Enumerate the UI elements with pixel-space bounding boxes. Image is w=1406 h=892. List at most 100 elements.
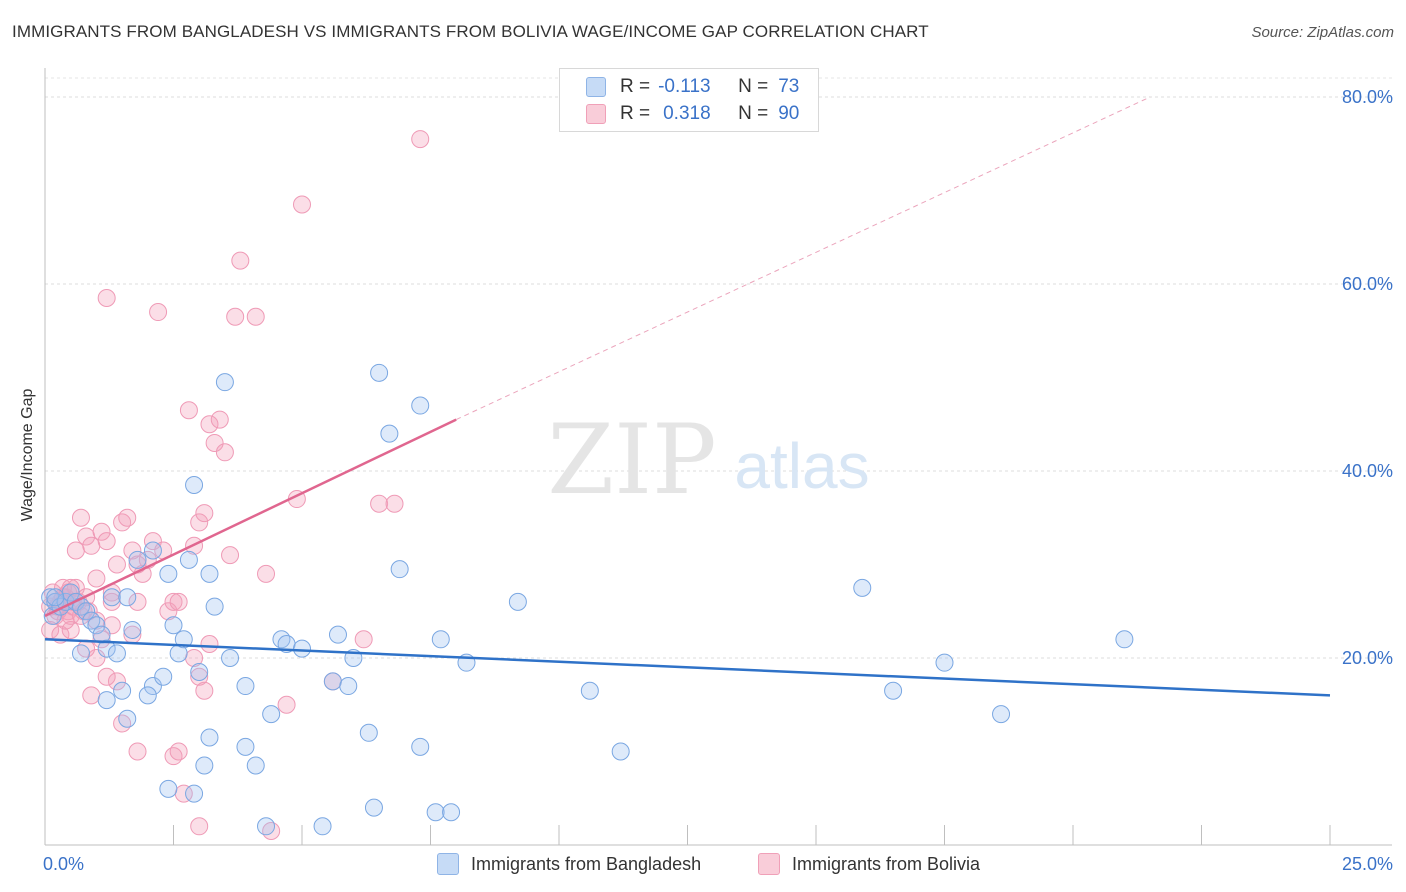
bolivia-point xyxy=(97,289,116,308)
bottom-legend-bolivia: Immigrants from Bolivia xyxy=(758,852,980,876)
y-tick-label: 40.0% xyxy=(1342,461,1393,481)
bolivia-point xyxy=(293,195,311,214)
y-axis-title: Wage/Income Gap xyxy=(19,388,36,522)
bolivia-point xyxy=(221,546,240,565)
bangladesh-point xyxy=(884,681,903,700)
y-tick-label: 20.0% xyxy=(1342,648,1393,668)
bolivia-point xyxy=(169,592,188,611)
bolivia-point xyxy=(385,494,404,513)
bangladesh-point xyxy=(97,691,116,710)
bangladesh-point xyxy=(200,728,219,747)
trend-layer xyxy=(44,96,1331,697)
legend-r-label: R = xyxy=(620,76,651,97)
bolivia-point xyxy=(257,564,276,583)
bolivia-point xyxy=(159,602,178,621)
bangladesh-point xyxy=(164,616,183,635)
bangladesh-point xyxy=(154,667,173,686)
bangladesh-points xyxy=(41,363,1134,836)
bolivia-point xyxy=(128,592,147,611)
bolivia-point xyxy=(277,695,296,714)
bangladesh-point xyxy=(195,756,214,775)
bolivia-point xyxy=(66,541,85,560)
bangladesh-point xyxy=(328,625,347,644)
bangladesh-point xyxy=(431,630,450,649)
bangladesh-point xyxy=(107,644,126,663)
bangladesh-point xyxy=(380,424,399,443)
bangladesh-point xyxy=(411,396,430,415)
bolivia-point xyxy=(61,578,80,597)
legend-r-value: 0.318 xyxy=(663,103,711,124)
legend-n-value: 73 xyxy=(778,76,800,97)
bolivia-point xyxy=(97,667,116,686)
bangladesh-point xyxy=(442,803,461,822)
legend-n-label: N = xyxy=(738,103,769,124)
bangladesh-point xyxy=(236,677,255,696)
bangladesh-point xyxy=(92,625,111,644)
chart-title: IMMIGRANTS FROM BANGLADESH VS IMMIGRANTS… xyxy=(12,22,929,41)
bolivia-point xyxy=(143,532,162,551)
source-label: Source: ZipAtlas.com xyxy=(1251,24,1394,41)
bolivia-trend-extension xyxy=(455,96,1151,421)
bolivia-point xyxy=(123,541,142,560)
x-tick-label: 25.0% xyxy=(1342,854,1393,874)
bangladesh-point xyxy=(43,606,62,625)
bangladesh-point xyxy=(992,705,1011,724)
bolivia-point xyxy=(195,504,214,523)
bolivia-point xyxy=(246,307,265,326)
legend-n-label: N = xyxy=(738,76,769,97)
bolivia-point xyxy=(411,130,430,149)
bolivia-point xyxy=(226,307,245,326)
bangladesh-point xyxy=(102,588,121,607)
bangladesh-point xyxy=(293,639,311,658)
watermark-atlas: atlas xyxy=(734,430,869,502)
grid-layer xyxy=(45,77,1392,659)
bangladesh-point xyxy=(46,588,65,607)
legend-row-bolivia: R = 0.318 N = 90 xyxy=(586,102,799,126)
correlation-legend: R = -0.113 N = 73 R = 0.318 N = 90 xyxy=(559,68,819,132)
bangladesh-point xyxy=(508,592,527,611)
bangladesh-point xyxy=(257,817,276,836)
bangladesh-point xyxy=(118,709,137,728)
legend-n-value: 90 xyxy=(778,103,800,124)
bolivia-point xyxy=(82,536,101,555)
bangladesh-point xyxy=(215,373,234,392)
bangladesh-point xyxy=(71,644,90,663)
bolivia-point xyxy=(190,667,209,686)
legend-r-label: R = xyxy=(620,103,651,124)
bangladesh-point xyxy=(185,476,204,495)
x-tick-label: 0.0% xyxy=(43,854,84,874)
bolivia-swatch xyxy=(758,853,780,875)
bolivia-point xyxy=(200,634,219,653)
bolivia-point xyxy=(190,513,209,532)
bangladesh-point xyxy=(185,784,204,803)
bangladesh-point xyxy=(364,798,383,817)
bangladesh-point xyxy=(77,602,96,621)
y-tick-label: 60.0% xyxy=(1342,274,1393,294)
bangladesh-point xyxy=(159,564,178,583)
bolivia-point xyxy=(102,616,121,635)
bolivia-point xyxy=(149,303,168,322)
bangladesh-point xyxy=(313,817,332,836)
legend-row-bangladesh: R = -0.113 N = 73 xyxy=(586,75,799,99)
bangladesh-point xyxy=(221,649,240,667)
bangladesh-point xyxy=(87,616,106,635)
watermark-zip: ZIP xyxy=(547,404,716,516)
axis-layer xyxy=(44,68,1392,846)
bolivia-point xyxy=(71,508,90,527)
bangladesh-point xyxy=(200,564,219,583)
bangladesh-point xyxy=(128,550,147,569)
bangladesh-point xyxy=(359,723,378,742)
bolivia-point xyxy=(61,620,80,639)
bangladesh-point xyxy=(190,663,209,682)
bottom-legend-bangladesh: Immigrants from Bangladesh xyxy=(437,852,701,876)
bangladesh-point xyxy=(113,681,132,700)
bangladesh-point xyxy=(580,681,599,700)
bangladesh-point xyxy=(370,363,389,382)
bangladesh-point xyxy=(935,653,954,672)
bangladesh-point xyxy=(123,620,142,639)
watermark: ZIP atlas xyxy=(547,404,869,516)
bolivia-point xyxy=(107,555,126,574)
bangladesh-point xyxy=(159,779,178,798)
bolivia-point xyxy=(370,494,389,513)
